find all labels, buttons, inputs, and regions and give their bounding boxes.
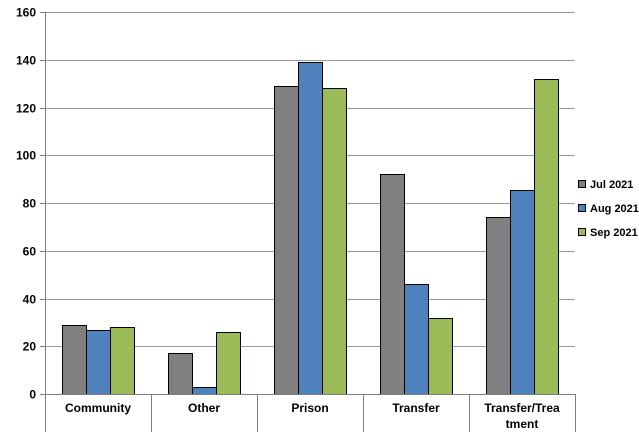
bar — [428, 318, 453, 395]
x-tick-label: Other — [188, 401, 220, 415]
bar — [534, 79, 559, 395]
bar — [380, 174, 405, 395]
bar — [510, 190, 535, 395]
bar — [404, 284, 429, 395]
bar — [86, 330, 111, 395]
legend-label: Jul 2021 — [590, 179, 633, 191]
bar — [216, 332, 241, 395]
y-tick-label: 100 — [16, 149, 36, 163]
y-tick-label: 140 — [16, 54, 36, 68]
bar — [486, 217, 511, 395]
bar — [322, 88, 347, 395]
bar — [110, 327, 135, 395]
legend: Jul 2021 Aug 2021 Sep 2021 — [578, 179, 639, 239]
legend-label: Sep 2021 — [590, 227, 638, 239]
y-tick-label: 120 — [16, 102, 36, 116]
bar — [168, 353, 193, 395]
x-tick-label: Community — [65, 401, 131, 415]
legend-label: Aug 2021 — [590, 203, 639, 215]
y-tick-label: 40 — [23, 293, 37, 307]
legend-swatch — [578, 228, 586, 236]
legend-swatch — [578, 204, 586, 212]
legend-swatch — [578, 180, 586, 188]
x-tick-label: Transfer/Trea tment — [484, 401, 560, 431]
y-tick-label: 160 — [16, 6, 36, 20]
bar — [274, 86, 299, 395]
y-tick-label: 20 — [23, 340, 37, 354]
y-tick-label: 60 — [23, 245, 37, 259]
x-tick-label: Prison — [291, 401, 328, 415]
y-tick-label: 0 — [29, 388, 36, 402]
x-tick-label: Transfer — [392, 401, 440, 415]
axes: 0 20 40 60 80 100 120 140 160 Community Other Priso… — [16, 6, 576, 432]
bars — [62, 62, 559, 395]
bar — [62, 325, 87, 395]
bar — [192, 387, 217, 395]
bar — [298, 62, 323, 395]
y-tick-label: 80 — [23, 197, 37, 211]
